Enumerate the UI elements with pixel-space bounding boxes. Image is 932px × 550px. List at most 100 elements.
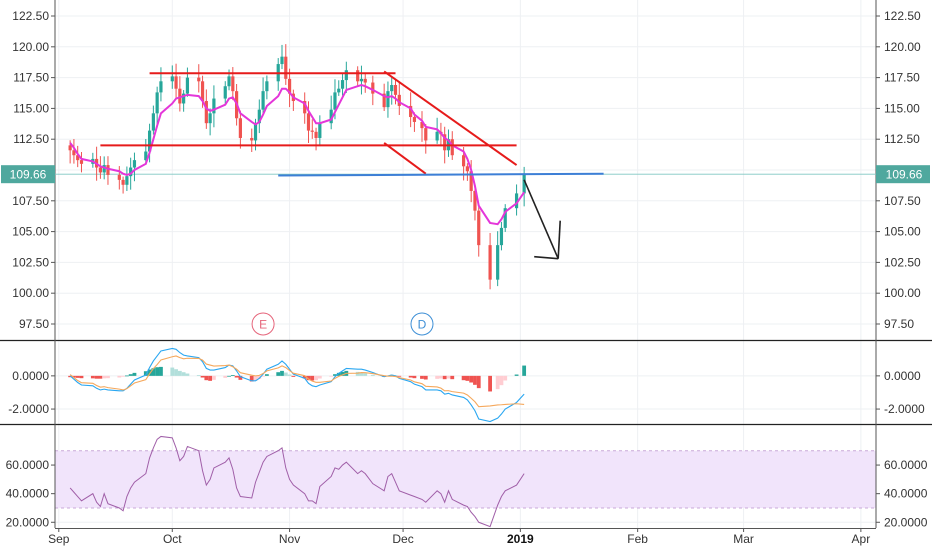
projection-arrow-shaft [523,179,559,260]
y-tick-label-right: 102.50 [884,255,921,269]
candle-body [356,70,360,82]
candle-body [318,123,322,138]
y-tick-label-right: 112.50 [884,132,920,146]
macd-histogram-bar [143,371,148,376]
x-tick-label: Mar [733,532,754,546]
candle-body [79,160,84,164]
macd-histogram-bar [155,367,160,376]
macd-histogram-bar [439,375,443,379]
y-tick-label-left: -2.0000 [8,402,49,416]
rsi-line [69,435,525,528]
candle-body [227,76,231,87]
candle-body [397,94,401,106]
y-tick-label-left: 100.00 [12,286,49,300]
y-tick-label-left: 60.0000 [6,458,50,472]
candle-body [499,227,504,246]
candle-body [469,171,473,191]
macd-histogram-bar [227,375,231,377]
macd-indicator [68,347,527,423]
macd-histogram-bar [196,375,201,376]
moving-average-line [69,83,525,226]
macd-histogram-bar [355,371,360,376]
last-price-badges: 109.66 109.66 [1,165,930,184]
candle-body [178,88,182,104]
macd-histogram-bar [473,375,477,385]
macd-histogram-bar [370,374,375,376]
candle-body [412,117,417,122]
x-tick-label: Sep [48,532,70,546]
macd-histogram-bar [514,374,519,376]
badge-label: 109.66 [10,168,47,182]
x-tick-label: Feb [627,532,648,546]
event-marker: D [410,312,434,336]
candle-body [310,130,314,132]
macd-histogram-bar [280,370,284,376]
macd-histogram-bar [435,375,440,379]
y-tick-label-right: 115.00 [884,101,920,115]
x-tick-label: Oct [163,532,182,546]
macd-histogram-bar [495,375,500,390]
x-tick-label: Dec [392,532,413,546]
candle-body [151,113,155,131]
candle-body [522,174,526,194]
candle-body [287,78,292,94]
y-tick-label-right: 117.50 [884,71,920,85]
macd-line [69,347,525,423]
candle-body [76,155,80,161]
macd-histogram-bar [238,375,243,380]
candle-body [488,245,492,280]
candle-body [129,167,133,177]
candle-body [382,93,386,108]
macd-histogram-bar [310,375,315,381]
macd-histogram-bar [287,374,292,376]
macd-histogram-bar [249,375,254,382]
candle-body [386,91,390,108]
trendline [278,172,604,177]
candle-body [257,109,261,124]
macd-histogram-bar [234,375,239,378]
candle-body [208,113,212,124]
x-tick-label: Nov [279,532,300,546]
macd-histogram-bar [329,375,334,377]
macd-histogram-bar [363,373,368,376]
macd-histogram-bar [499,375,504,386]
macd-histogram-bar [208,375,213,381]
trend-drawings [100,70,604,260]
x-tick-label: 2019 [507,532,534,546]
macd-histogram-bar [72,375,76,378]
candle-body [174,76,178,89]
candle-body [435,131,439,141]
y-tick-label-left: 117.50 [13,71,49,85]
macd-histogram-bar [412,375,417,379]
candle-body [473,190,477,211]
badge-background [1,165,55,184]
candle-body [106,165,110,175]
macd-histogram-bar [185,373,190,376]
badge-label: 109.66 [886,168,923,182]
y-tick-label-left: 0.0000 [12,369,49,383]
candle-body [420,121,424,129]
candle-body [314,131,318,138]
macd-histogram-bar [488,375,492,392]
candle-body [514,193,519,209]
candle-body [303,101,307,114]
moving-average-polyline [69,83,525,226]
candle-body [125,176,129,185]
candle-body [409,105,413,118]
candle-body [265,81,269,92]
candle-body [496,245,500,280]
candle-body [344,70,348,81]
candle-body [117,174,121,180]
y-tick-label-left: 120.00 [12,40,49,54]
candle-body [465,166,469,172]
last-price-badge-right: 109.66 [876,165,930,184]
y-tick-label-right: -2.0000 [884,402,925,416]
rsi-band-fill [55,450,876,508]
macd-histogram-bar [132,372,137,376]
y-tick-label-right: 107.50 [884,194,921,208]
y-tick-label-left: 112.50 [13,132,49,146]
macd-histogram-bar [170,367,175,376]
macd-histogram-bar [212,375,216,380]
